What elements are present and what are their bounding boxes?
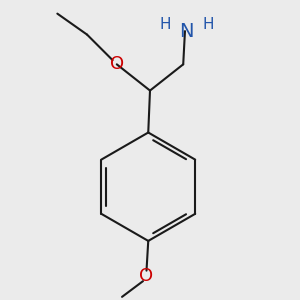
Text: O: O	[110, 55, 124, 73]
Text: N: N	[179, 22, 194, 40]
Text: O: O	[140, 267, 154, 285]
Text: H: H	[160, 17, 172, 32]
Text: H: H	[203, 17, 214, 32]
